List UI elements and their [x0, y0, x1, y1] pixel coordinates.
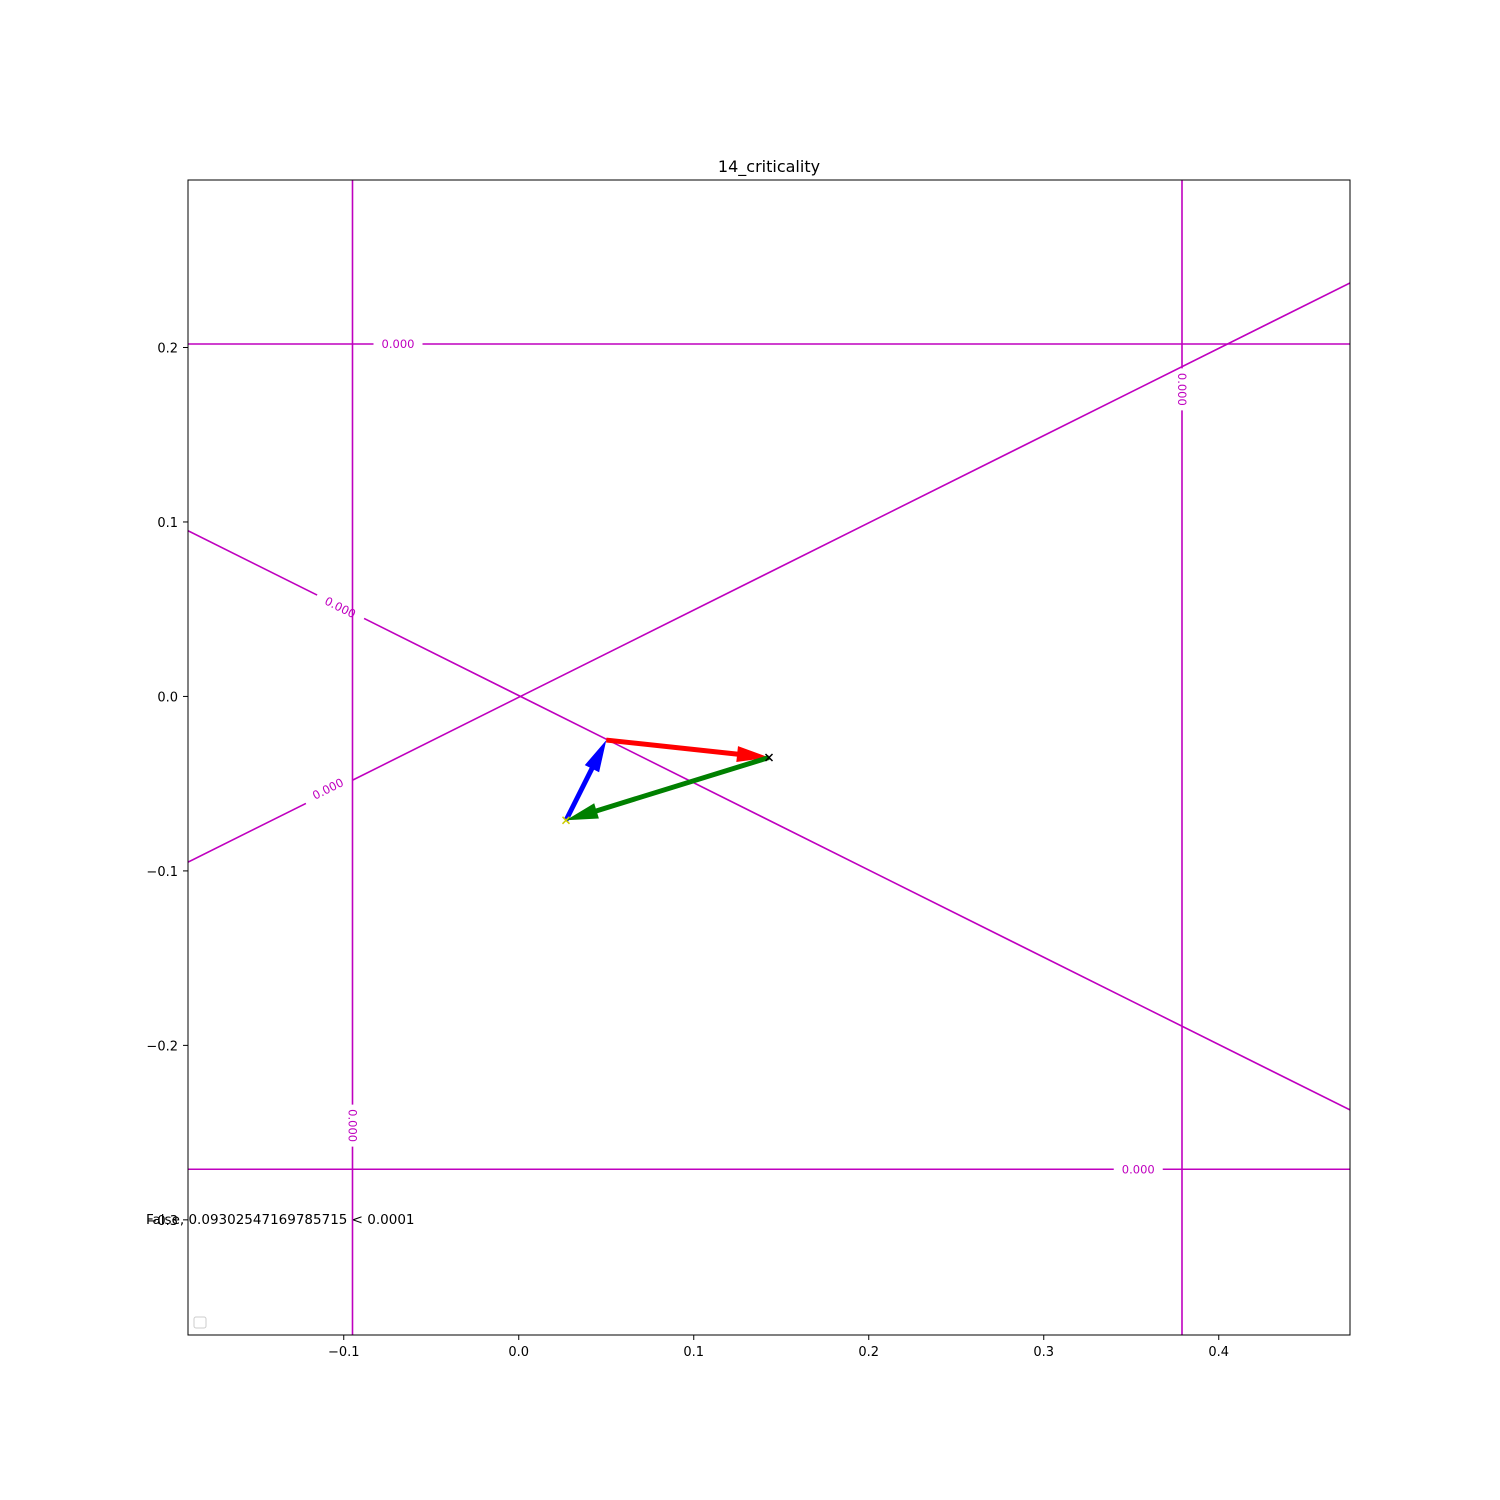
x-tick-label: 0.1 — [683, 1345, 704, 1360]
arrows — [563, 737, 770, 822]
x-tick-label: 0.0 — [508, 1345, 529, 1360]
x-axis: −0.1 0.0 0.1 0.2 0.3 0.4 — [328, 1335, 1229, 1360]
green-arrow — [566, 755, 770, 821]
x-tick-label: 0.4 — [1208, 1345, 1229, 1360]
contour-ascending-diagonal-segment-2 — [352, 282, 1350, 781]
x-tick-label: 0.2 — [858, 1345, 879, 1360]
y-tick-label: −0.2 — [146, 1039, 178, 1054]
contour-label-bottom-horizontal: 0.000 — [1122, 1162, 1155, 1176]
x-marker-black — [764, 753, 774, 762]
plot-frame — [187, 179, 1351, 1336]
annotation-text: False, 0.09302547169785715 < 0.0001 — [146, 1212, 415, 1228]
y-tick-label: 0.2 — [157, 341, 178, 356]
x-tick-label: −0.1 — [328, 1345, 360, 1360]
contour-label-left-vertical: 0.000 — [346, 1109, 360, 1142]
red-arrow — [606, 737, 769, 762]
blue-arrow — [563, 740, 607, 822]
y-tick-label: −0.1 — [146, 865, 178, 880]
y-tick-label: 0.0 — [157, 690, 178, 705]
contour-label-top-horizontal: 0.000 — [382, 337, 415, 351]
contour-lines — [188, 180, 1350, 1335]
chart-title: 14_criticality — [718, 157, 820, 177]
x-tick-label: 0.3 — [1033, 1345, 1054, 1360]
contour-descending-diagonal-segment-1 — [188, 529, 318, 596]
legend-box — [193, 1316, 207, 1329]
contour-descending-diagonal-segment-2 — [363, 617, 1350, 1111]
y-tick-label: −0.3 — [146, 1214, 178, 1229]
y-axis: 0.2 0.1 0.0 −0.1 −0.2 −0.3 — [146, 341, 188, 1229]
contour-label-right-vertical: 0.000 — [1175, 373, 1189, 406]
y-tick-label: 0.1 — [157, 516, 178, 531]
markers — [561, 753, 774, 825]
contour-ascending-diagonal-segment-1 — [188, 802, 307, 863]
x-marker-yellow — [561, 816, 571, 825]
